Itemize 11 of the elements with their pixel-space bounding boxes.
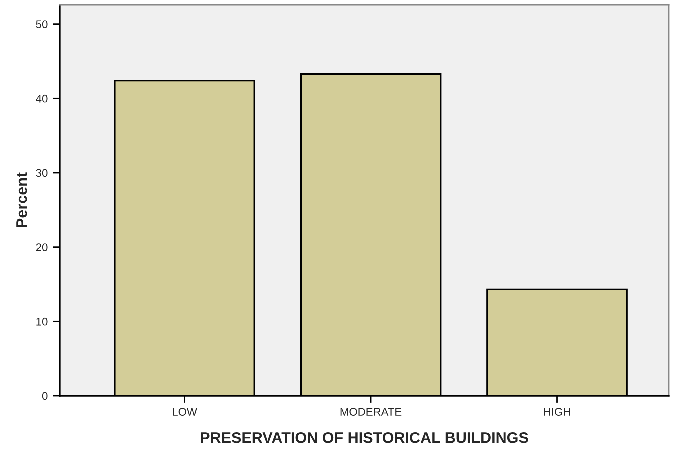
y-tick-label: 50 — [36, 20, 48, 28]
y-axis-title: Percent — [16, 172, 28, 228]
y-tick-label: 0 — [42, 392, 48, 400]
y-tick-label: 10 — [36, 318, 48, 326]
x-tick-label: MODERATE — [340, 408, 402, 416]
x-tick-label: LOW — [173, 408, 198, 416]
y-tick-label: 30 — [36, 169, 48, 178]
x-tick-label: HIGH — [544, 408, 570, 416]
x-axis-title: PRESERVATION OF HISTORICAL BUILDINGS — [201, 432, 528, 444]
y-tick-label: 20 — [36, 244, 48, 252]
y-tick-label: 40 — [36, 94, 48, 103]
